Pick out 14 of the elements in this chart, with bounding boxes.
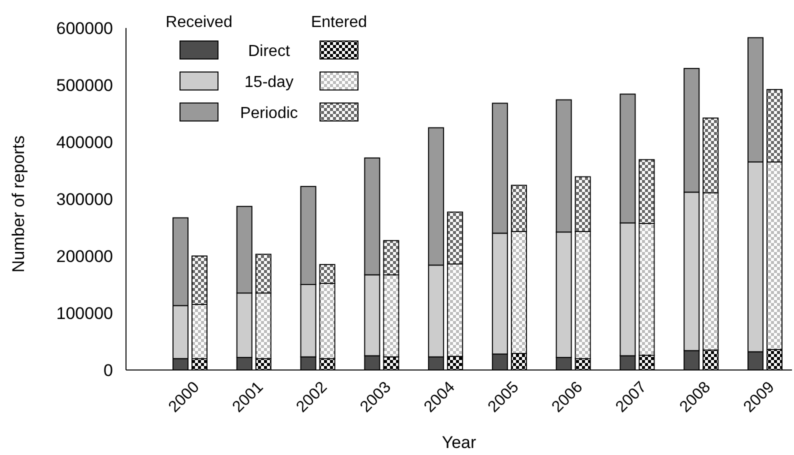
annotation: Entered bbox=[310, 14, 368, 31]
x-axis-title: Year bbox=[442, 433, 477, 452]
y-axis-title: Number of reports bbox=[9, 136, 28, 272]
legend-label: Direct bbox=[248, 43, 290, 60]
y-tick-label: 400000 bbox=[56, 133, 113, 152]
legend-label: Periodic bbox=[240, 105, 298, 122]
legend-label: 15-day bbox=[244, 74, 294, 91]
y-tick-label: 100000 bbox=[56, 304, 113, 323]
y-tick-label: 200000 bbox=[56, 247, 113, 266]
y-tick-label: 300000 bbox=[56, 190, 113, 209]
annotation: Received bbox=[166, 14, 232, 31]
y-tick-label: 600000 bbox=[56, 19, 113, 38]
y-tick-label: 0 bbox=[104, 361, 113, 380]
y-tick-label: 500000 bbox=[56, 76, 113, 95]
